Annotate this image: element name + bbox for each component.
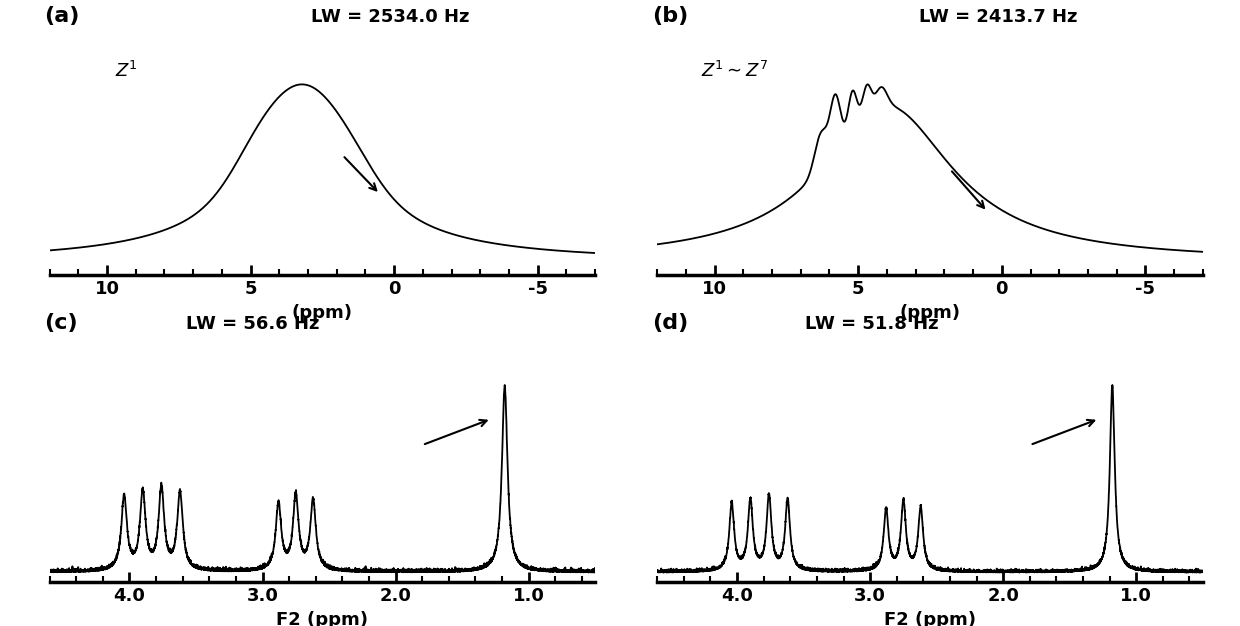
X-axis label: (ppm): (ppm) [291,304,353,322]
Text: (b): (b) [652,6,688,26]
Text: LW = 2413.7 Hz: LW = 2413.7 Hz [919,8,1078,26]
Text: (d): (d) [652,313,688,333]
Text: (a): (a) [45,6,79,26]
Text: LW = 56.6 Hz: LW = 56.6 Hz [186,315,320,333]
X-axis label: (ppm): (ppm) [899,304,961,322]
Text: $Z^1$$\sim$$Z^7$: $Z^1$$\sim$$Z^7$ [701,61,768,81]
Text: $Z^1$: $Z^1$ [115,61,138,81]
X-axis label: F2 (ppm): F2 (ppm) [884,610,976,626]
Text: LW = 51.8 Hz: LW = 51.8 Hz [805,315,939,333]
Text: LW = 2534.0 Hz: LW = 2534.0 Hz [311,8,470,26]
X-axis label: F2 (ppm): F2 (ppm) [277,610,368,626]
Text: (c): (c) [45,313,78,333]
